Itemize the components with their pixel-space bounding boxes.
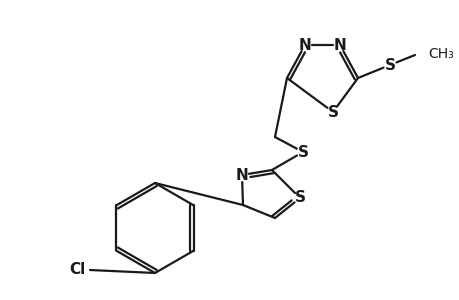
- Text: Cl: Cl: [70, 262, 86, 278]
- Text: S: S: [294, 190, 305, 206]
- Text: N: N: [333, 38, 346, 52]
- Text: CH₃: CH₃: [427, 47, 453, 61]
- Text: S: S: [327, 104, 338, 119]
- Text: S: S: [297, 145, 308, 160]
- Text: N: N: [235, 167, 248, 182]
- Text: S: S: [384, 58, 395, 73]
- Text: N: N: [298, 38, 311, 52]
